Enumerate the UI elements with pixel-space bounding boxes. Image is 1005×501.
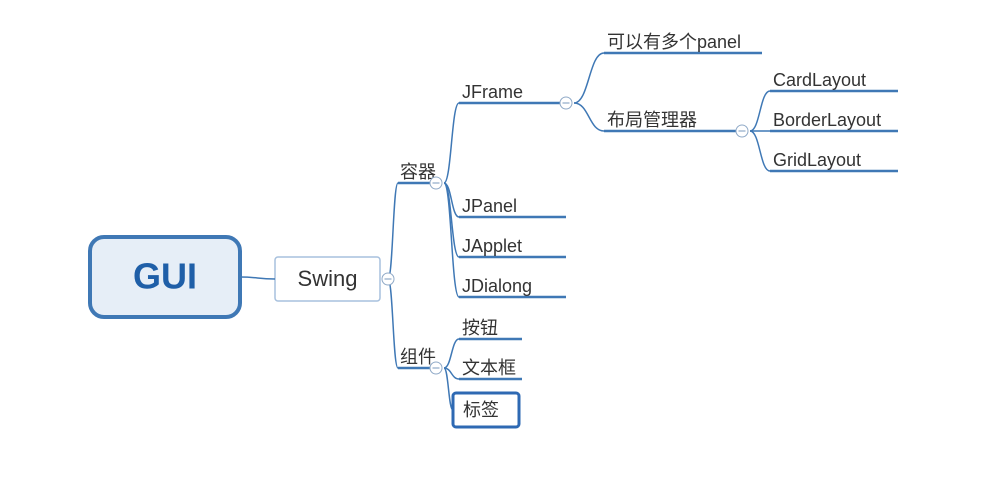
root-node-label: GUI	[133, 256, 197, 297]
jframe-child-panel-note[interactable]: 可以有多个panel	[607, 32, 741, 52]
swing-node-label: Swing	[298, 266, 358, 291]
toggle-collapse-icon[interactable]	[430, 177, 442, 189]
component-node-label[interactable]: 文本框	[462, 358, 516, 378]
mindmap-canvas: GUI Swing 容器组件 JFrame JPanel JApplet JDialong 按…	[0, 0, 1005, 501]
toggle-collapse-icon[interactable]	[430, 362, 442, 374]
layout-node-label[interactable]: CardLayout	[773, 70, 866, 90]
layout-node-label[interactable]: BorderLayout	[773, 110, 881, 130]
layout-node-label[interactable]: GridLayout	[773, 150, 861, 170]
container-node-label[interactable]: JPanel	[462, 196, 517, 216]
toggle-collapse-icon[interactable]	[382, 273, 394, 285]
toggle-collapse-icon[interactable]	[736, 125, 748, 137]
component-node-highlighted[interactable]: 标签	[453, 393, 519, 427]
container-node-label[interactable]: JApplet	[462, 236, 522, 256]
branch-components-label[interactable]: 组件	[400, 347, 436, 367]
container-node-label[interactable]: JFrame	[462, 82, 523, 102]
toggle-collapse-icon[interactable]	[560, 97, 572, 109]
component-node-highlighted-label: 标签	[463, 400, 499, 420]
swing-node[interactable]: Swing	[275, 257, 380, 301]
root-node[interactable]: GUI	[90, 237, 240, 317]
component-node-label[interactable]: 按钮	[462, 318, 498, 338]
jframe-child-layout-manager[interactable]: 布局管理器	[607, 110, 697, 130]
branch-containers-label[interactable]: 容器	[400, 162, 436, 182]
container-node-label[interactable]: JDialong	[462, 276, 532, 296]
